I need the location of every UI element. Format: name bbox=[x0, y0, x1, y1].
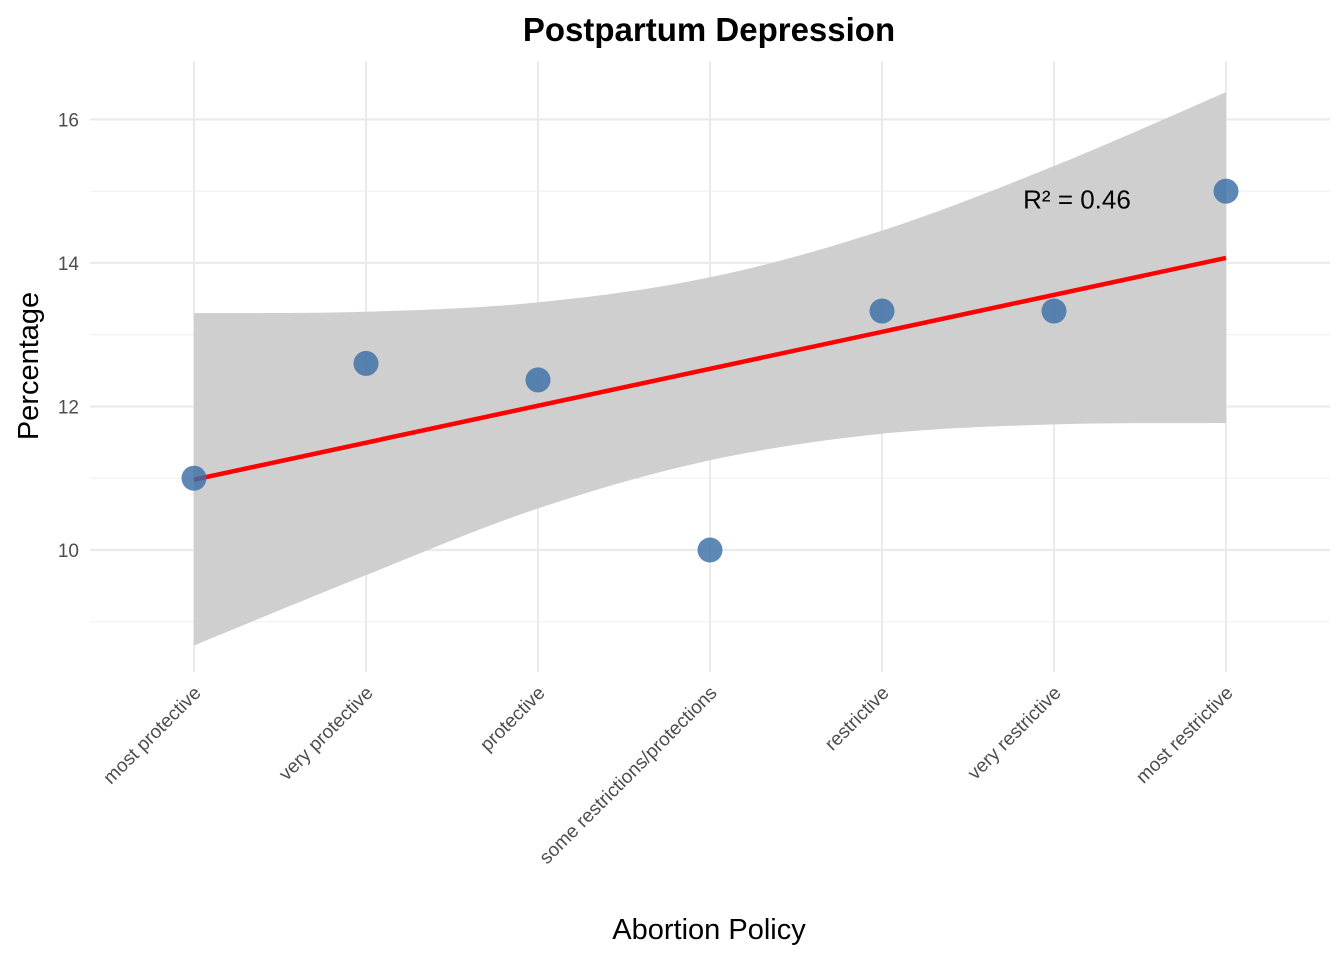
data-point bbox=[353, 350, 379, 376]
r-squared-annotation: R² = 0.46 bbox=[1023, 184, 1131, 214]
x-tick-label: most restrictive bbox=[1132, 683, 1237, 788]
data-point bbox=[869, 298, 895, 324]
x-tick-label: very protective bbox=[275, 683, 377, 785]
x-tick-label: some restrictions/protections bbox=[536, 683, 722, 869]
x-tick-label: very restrictive bbox=[964, 683, 1065, 784]
y-tick-label: 14 bbox=[58, 254, 80, 275]
data-point bbox=[525, 367, 551, 393]
y-tick-label: 12 bbox=[58, 397, 79, 418]
data-point bbox=[181, 465, 207, 491]
y-tick-label: 16 bbox=[58, 110, 79, 131]
y-axis-ticks: 10 12 14 16 bbox=[58, 110, 80, 562]
x-tick-label: protective bbox=[476, 683, 549, 756]
data-point bbox=[1041, 298, 1067, 324]
x-tick-label: most protective bbox=[100, 683, 206, 789]
chart-title: Postpartum Depression bbox=[523, 11, 895, 48]
data-points bbox=[181, 178, 1239, 563]
x-tick-label: restrictive bbox=[821, 683, 893, 755]
y-axis-title: Percentage bbox=[13, 292, 45, 440]
x-axis-title: Abortion Policy bbox=[612, 914, 806, 946]
y-tick-label: 10 bbox=[58, 541, 79, 562]
data-point bbox=[1213, 178, 1239, 204]
trend-line bbox=[193, 255, 1227, 482]
x-axis-ticks: most protective very protective protective… bbox=[100, 683, 1238, 869]
data-point bbox=[697, 537, 723, 563]
